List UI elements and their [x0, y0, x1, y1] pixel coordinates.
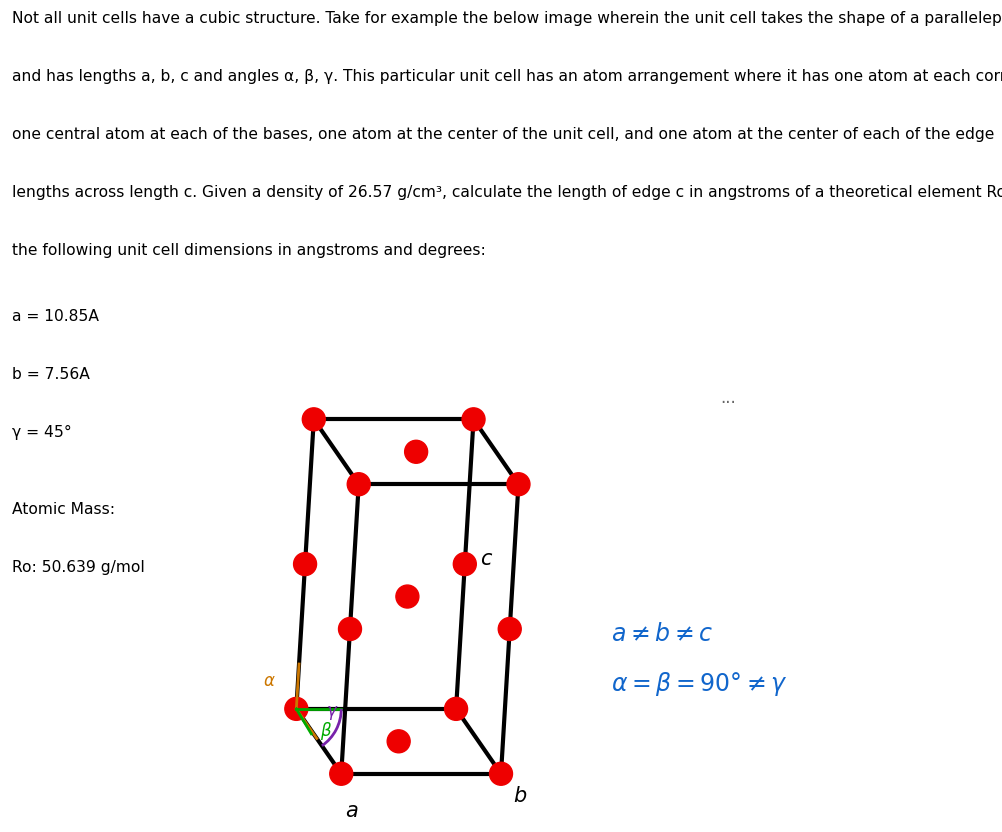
Circle shape — [396, 585, 419, 608]
Circle shape — [303, 408, 326, 431]
Text: $c$: $c$ — [480, 549, 493, 569]
Circle shape — [285, 697, 308, 721]
Circle shape — [462, 408, 485, 431]
Circle shape — [405, 440, 428, 463]
Text: a = 10.85A: a = 10.85A — [12, 309, 99, 324]
Text: γ = 45°: γ = 45° — [12, 425, 72, 440]
Text: $\alpha = \beta = 90° \neq \gamma$: $\alpha = \beta = 90° \neq \gamma$ — [611, 670, 788, 698]
Text: and has lengths a, b, c and angles α, β, γ. This particular unit cell has an ato: and has lengths a, b, c and angles α, β,… — [12, 69, 1002, 84]
Text: b = 7.56A: b = 7.56A — [12, 367, 90, 382]
Text: $\alpha$: $\alpha$ — [263, 672, 276, 691]
Text: $\beta$: $\beta$ — [321, 721, 333, 742]
Text: lengths across length c. Given a density of 26.57 g/cm³, calculate the length of: lengths across length c. Given a density… — [12, 186, 1002, 201]
Text: $\gamma$: $\gamma$ — [326, 704, 339, 721]
Text: Not all unit cells have a cubic structure. Take for example the below image wher: Not all unit cells have a cubic structur… — [12, 11, 1002, 27]
Circle shape — [294, 552, 317, 576]
Circle shape — [330, 762, 353, 785]
Text: $a$: $a$ — [345, 801, 358, 821]
Text: ...: ... — [719, 389, 735, 408]
Circle shape — [498, 617, 521, 641]
Circle shape — [348, 473, 370, 496]
Circle shape — [387, 730, 410, 753]
Text: Ro: 50.639 g/mol: Ro: 50.639 g/mol — [12, 560, 144, 575]
Circle shape — [507, 473, 530, 496]
Text: one central atom at each of the bases, one atom at the center of the unit cell, : one central atom at each of the bases, o… — [12, 127, 994, 142]
Text: Atomic Mass:: Atomic Mass: — [12, 502, 115, 517]
Text: $b$: $b$ — [513, 786, 528, 806]
Circle shape — [339, 617, 362, 641]
Text: $a \neq b \neq c$: $a \neq b \neq c$ — [611, 622, 713, 646]
Circle shape — [445, 697, 468, 721]
Circle shape — [490, 762, 512, 785]
Circle shape — [453, 552, 476, 576]
Text: the following unit cell dimensions in angstroms and degrees:: the following unit cell dimensions in an… — [12, 243, 486, 259]
